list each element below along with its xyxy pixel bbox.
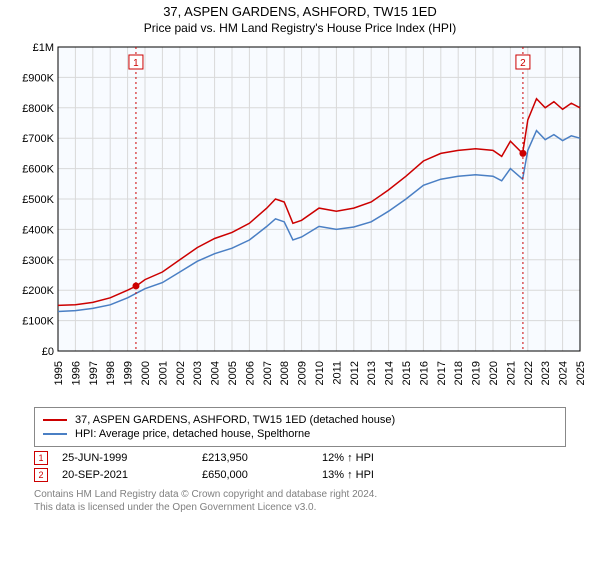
legend-swatch <box>43 419 67 421</box>
svg-text:2000: 2000 <box>140 361 152 385</box>
svg-text:2002: 2002 <box>175 361 187 385</box>
svg-text:2008: 2008 <box>279 361 291 385</box>
svg-text:2019: 2019 <box>471 361 483 385</box>
svg-text:£200K: £200K <box>22 285 54 297</box>
svg-text:2024: 2024 <box>558 361 570 385</box>
svg-text:£800K: £800K <box>22 103 54 115</box>
chart-title: 37, ASPEN GARDENS, ASHFORD, TW15 1ED <box>0 4 600 19</box>
svg-text:2005: 2005 <box>227 361 239 385</box>
event-delta: 12% ↑ HPI <box>322 452 374 464</box>
legend-item: 37, ASPEN GARDENS, ASHFORD, TW15 1ED (de… <box>43 414 557 426</box>
svg-text:£600K: £600K <box>22 164 54 176</box>
svg-text:2025: 2025 <box>575 361 587 385</box>
footer-line: Contains HM Land Registry data © Crown c… <box>34 488 566 501</box>
footer-attribution: Contains HM Land Registry data © Crown c… <box>34 488 566 514</box>
svg-text:1: 1 <box>133 58 139 69</box>
svg-text:£700K: £700K <box>22 133 54 145</box>
svg-text:2010: 2010 <box>314 361 326 385</box>
event-row: 2 20-SEP-2021£650,00013% ↑ HPI <box>34 468 566 482</box>
svg-text:1996: 1996 <box>70 361 82 385</box>
event-marker: 1 <box>34 451 48 465</box>
svg-text:£900K: £900K <box>22 72 54 84</box>
svg-text:1995: 1995 <box>53 361 65 385</box>
svg-text:2015: 2015 <box>401 361 413 385</box>
svg-text:2020: 2020 <box>488 361 500 385</box>
svg-text:2022: 2022 <box>523 361 535 385</box>
svg-text:2016: 2016 <box>418 361 430 385</box>
svg-text:£100K: £100K <box>22 316 54 328</box>
legend-label: HPI: Average price, detached house, Spel… <box>75 428 310 440</box>
svg-text:2013: 2013 <box>366 361 378 385</box>
svg-text:2007: 2007 <box>262 361 274 385</box>
event-row: 1 25-JUN-1999£213,95012% ↑ HPI <box>34 451 566 465</box>
event-price: £650,000 <box>202 469 322 481</box>
svg-text:2018: 2018 <box>453 361 465 385</box>
svg-text:2006: 2006 <box>244 361 256 385</box>
svg-text:£0: £0 <box>42 346 54 358</box>
svg-text:2017: 2017 <box>436 361 448 385</box>
svg-text:£500K: £500K <box>22 194 54 206</box>
svg-text:£1M: £1M <box>33 42 54 54</box>
legend-swatch <box>43 433 67 435</box>
event-delta: 13% ↑ HPI <box>322 469 374 481</box>
svg-text:1997: 1997 <box>88 361 100 385</box>
event-list: 1 25-JUN-1999£213,95012% ↑ HPI 2 20-SEP-202… <box>34 451 566 482</box>
event-date: 20-SEP-2021 <box>62 469 202 481</box>
svg-text:2009: 2009 <box>297 361 309 385</box>
footer-line: This data is licensed under the Open Gov… <box>34 501 566 514</box>
svg-text:2021: 2021 <box>505 361 517 385</box>
svg-text:2: 2 <box>520 58 526 69</box>
svg-text:1999: 1999 <box>123 361 135 385</box>
legend-label: 37, ASPEN GARDENS, ASHFORD, TW15 1ED (de… <box>75 414 395 426</box>
svg-text:2004: 2004 <box>210 361 222 385</box>
chart-subtitle: Price paid vs. HM Land Registry's House … <box>0 21 600 35</box>
svg-text:2012: 2012 <box>349 361 361 385</box>
chart-plot: £0 £100K £200K £300K £400K £500K £600K £700K £80… <box>10 41 590 401</box>
event-marker: 2 <box>34 468 48 482</box>
svg-text:2023: 2023 <box>540 361 552 385</box>
svg-text:£400K: £400K <box>22 224 54 236</box>
chart-container: 37, ASPEN GARDENS, ASHFORD, TW15 1ED Pri… <box>0 4 600 564</box>
svg-text:2003: 2003 <box>192 361 204 385</box>
event-price: £213,950 <box>202 452 322 464</box>
legend-item: HPI: Average price, detached house, Spel… <box>43 428 557 440</box>
svg-text:2001: 2001 <box>157 361 169 385</box>
svg-text:1998: 1998 <box>105 361 117 385</box>
svg-text:2011: 2011 <box>331 361 343 385</box>
svg-text:2014: 2014 <box>384 361 396 385</box>
event-date: 25-JUN-1999 <box>62 452 202 464</box>
legend: 37, ASPEN GARDENS, ASHFORD, TW15 1ED (de… <box>34 407 566 447</box>
svg-text:£300K: £300K <box>22 255 54 267</box>
